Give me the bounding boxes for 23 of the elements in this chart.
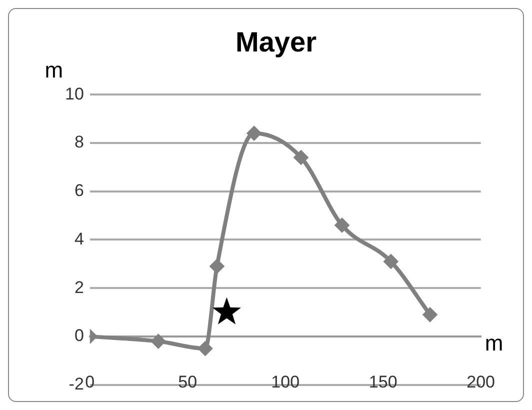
point xyxy=(246,126,262,141)
y-tick-label: 8 xyxy=(74,132,84,152)
x-tick-label: 50 xyxy=(178,372,198,392)
point xyxy=(422,307,438,322)
y-tick-label: 0 xyxy=(74,326,84,346)
y-axis-title: m xyxy=(44,58,64,83)
y-tick-label: 10 xyxy=(64,84,84,104)
point xyxy=(150,334,166,349)
point xyxy=(209,258,224,274)
x-tick-label: 150 xyxy=(368,372,398,392)
y-tick-label: 6 xyxy=(74,181,84,200)
x-axis-title: m xyxy=(484,330,504,356)
point xyxy=(212,297,241,324)
point xyxy=(334,218,350,233)
chart-title: Mayer xyxy=(236,26,317,58)
x-tick-label: 200 xyxy=(466,372,496,392)
point xyxy=(198,341,213,356)
point xyxy=(383,254,398,269)
y-tick-label: -2 xyxy=(68,374,84,394)
x-tick-label: 100 xyxy=(271,372,300,392)
point xyxy=(294,150,308,165)
y-tick-label: 2 xyxy=(74,278,84,297)
y-tick-label: 4 xyxy=(74,229,84,248)
